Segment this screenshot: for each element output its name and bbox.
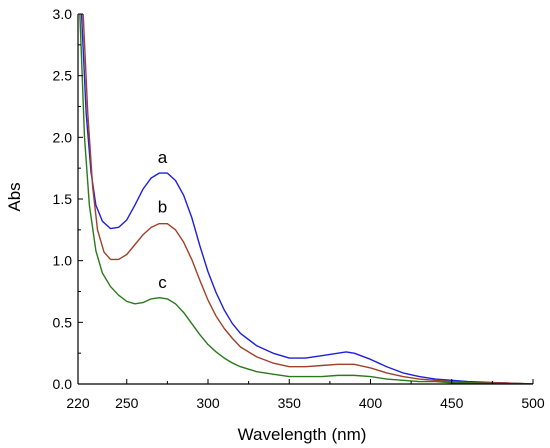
x-tick-label: 220 — [66, 395, 90, 411]
y-tick-label: 1.5 — [53, 191, 73, 207]
series-line-b — [82, 14, 533, 384]
series-line-a — [80, 14, 533, 384]
y-tick-label: 0.5 — [53, 314, 73, 330]
y-tick-label: 2.0 — [53, 129, 73, 145]
y-tick-label: 2.5 — [53, 68, 73, 84]
plot-area — [79, 14, 533, 384]
x-tick-label: 250 — [115, 395, 139, 411]
y-tick-label: 0.0 — [53, 376, 73, 392]
series-line-c — [79, 14, 533, 384]
y-axis-title: Abs — [5, 182, 24, 211]
y-tick-label: 1.0 — [53, 253, 73, 269]
x-tick-label: 450 — [440, 395, 464, 411]
series-label-a: a — [158, 148, 168, 167]
y-tick-label: 3.0 — [53, 6, 73, 22]
series-label-b: b — [158, 198, 167, 217]
x-tick-label: 350 — [278, 395, 302, 411]
axes: a b c 0.0 0.5 1.0 1.5 2.0 2.5 3.0 220 250 300 350 400 4… — [53, 6, 545, 411]
x-tick-label: 400 — [359, 395, 383, 411]
x-axis-title: Wavelength (nm) — [238, 425, 367, 444]
x-tick-label: 500 — [521, 395, 545, 411]
x-tick-label: 300 — [196, 395, 220, 411]
series-label-c: c — [158, 273, 167, 292]
